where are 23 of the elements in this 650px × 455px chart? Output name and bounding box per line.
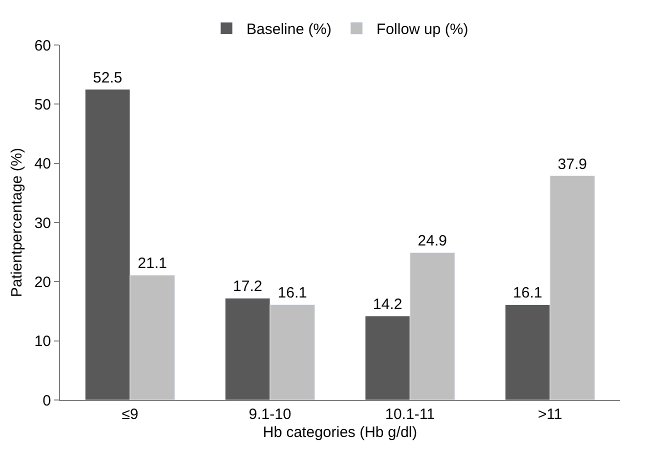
x-axis-title: Hb categories (Hb g/dl) xyxy=(262,424,418,441)
y-tick-label: 60 xyxy=(34,37,51,54)
data-label: 21.1 xyxy=(138,255,167,272)
legend-label: Baseline (%) xyxy=(246,21,332,38)
data-label: 17.2 xyxy=(233,278,262,296)
y-tick-label: 10 xyxy=(34,333,51,350)
y-tick-label: 30 xyxy=(34,214,51,232)
data-label: 24.9 xyxy=(418,232,447,250)
x-tick-label: >11 xyxy=(538,406,562,423)
x-tick-label: 10.1-11 xyxy=(385,406,435,423)
data-label: 16.1 xyxy=(278,284,307,302)
data-label: 14.2 xyxy=(373,296,402,313)
data-label: 52.5 xyxy=(93,69,122,86)
y-tick-label: 20 xyxy=(34,274,51,291)
data-label: 37.9 xyxy=(558,156,587,173)
y-tick-label: 40 xyxy=(34,156,51,173)
y-tick-label: 0 xyxy=(42,392,51,410)
legend-label: Follow up (%) xyxy=(376,21,468,38)
x-tick-label: ≤9 xyxy=(122,406,138,423)
y-axis-title: Patientpercentage (%) xyxy=(8,148,26,298)
data-label: 16.1 xyxy=(513,284,542,302)
y-tick-label: 50 xyxy=(34,96,51,114)
x-tick-label: 9.1-10 xyxy=(248,406,292,423)
